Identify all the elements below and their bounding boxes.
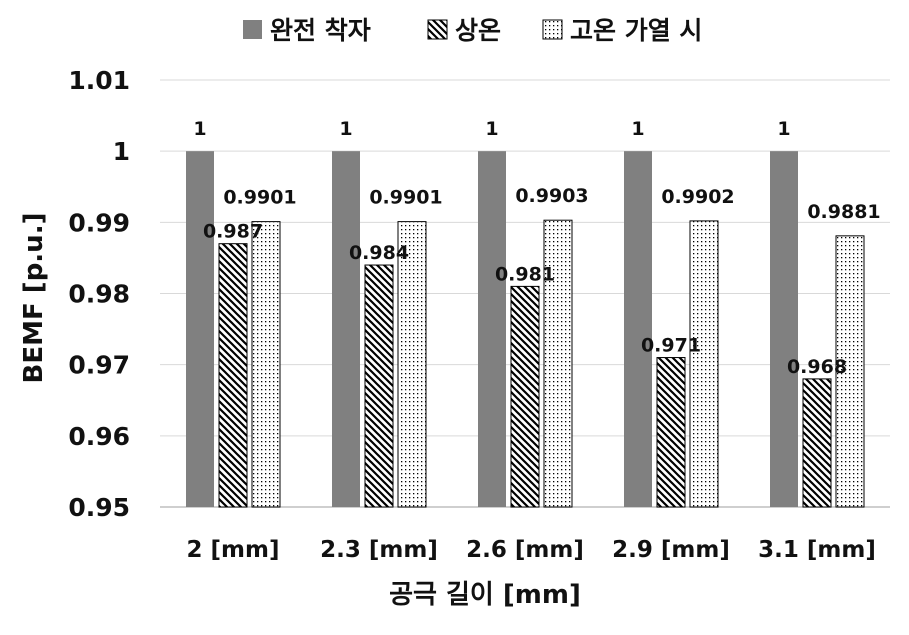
x-axis-categories: 2 [mm] 2.3 [mm] 2.6 [mm] 2.9 [mm] 3.1 [mm] <box>187 537 876 563</box>
bar-room-temp <box>510 285 540 508</box>
bar-high-temp <box>251 221 281 508</box>
legend-label-high-temp: 고온 가열 시 <box>570 16 702 45</box>
data-label-room-temp: 0.984 <box>349 242 409 264</box>
y-tick-label: 0.99 <box>68 208 130 237</box>
data-label-high-temp: 0.9903 <box>515 185 588 207</box>
gridlines <box>160 79 890 508</box>
bar-room-temp <box>802 378 832 508</box>
data-label-room-temp: 0.971 <box>641 335 701 357</box>
legend-swatch-full-magnetization <box>243 20 262 39</box>
data-label-full-magnetization: 1 <box>631 118 644 140</box>
bar-high-temp <box>397 221 427 508</box>
data-label-high-temp: 0.9901 <box>369 187 442 209</box>
data-label-full-magnetization: 1 <box>777 118 790 140</box>
bar-full-magnetization <box>478 151 506 507</box>
data-labels: 1 0.987 0.9901 1 0.984 0.9901 1 0.981 0.9903 1 0.9… <box>193 118 880 378</box>
bar-full-magnetization <box>624 151 652 507</box>
data-label-high-temp: 0.9901 <box>223 187 296 209</box>
x-category-label: 2 [mm] <box>187 537 280 563</box>
bar-room-temp <box>656 357 686 508</box>
data-label-room-temp: 0.981 <box>495 263 555 285</box>
data-label-high-temp: 0.9881 <box>807 201 880 223</box>
y-tick-label: 0.95 <box>68 493 130 522</box>
y-tick-label: 0.98 <box>68 280 130 309</box>
data-label-full-magnetization: 1 <box>485 118 498 140</box>
bar-room-temp <box>218 243 248 508</box>
legend-swatch-high-temp <box>542 19 563 40</box>
bar-full-magnetization <box>332 151 360 507</box>
bar-full-magnetization <box>770 151 798 507</box>
bar-room-temp <box>364 264 394 508</box>
data-label-full-magnetization: 1 <box>193 118 206 140</box>
bar-high-temp <box>835 235 865 508</box>
y-axis-ticks: 0.95 0.96 0.97 0.98 0.99 1 1.01 <box>68 66 130 522</box>
x-axis-title: 공극 길이 [mm] <box>389 580 581 610</box>
y-tick-label: 0.96 <box>68 422 130 451</box>
bar-high-temp <box>689 220 719 508</box>
bar-high-temp <box>543 219 573 508</box>
y-axis-title: BEMF [p.u.] <box>19 213 49 384</box>
x-category-label: 2.9 [mm] <box>612 537 730 563</box>
y-tick-label: 1.01 <box>68 66 130 95</box>
data-label-full-magnetization: 1 <box>339 118 352 140</box>
x-category-label: 3.1 [mm] <box>758 537 876 563</box>
y-tick-label: 0.97 <box>68 351 130 380</box>
bar-full-magnetization <box>186 151 214 507</box>
data-label-room-temp: 0.987 <box>203 221 263 243</box>
data-label-high-temp: 0.9902 <box>661 186 734 208</box>
legend-label-full-magnetization: 완전 착자 <box>270 16 371 45</box>
bars <box>186 151 865 508</box>
legend-label-room-temp: 상온 <box>455 16 501 45</box>
x-category-label: 2.3 [mm] <box>320 537 438 563</box>
y-tick-label: 1 <box>113 137 130 166</box>
x-category-label: 2.6 [mm] <box>466 537 584 563</box>
data-label-room-temp: 0.968 <box>787 356 847 378</box>
legend-swatch-room-temp <box>427 19 448 40</box>
legend: 완전 착자 상온 고온 가열 시 <box>243 16 702 45</box>
